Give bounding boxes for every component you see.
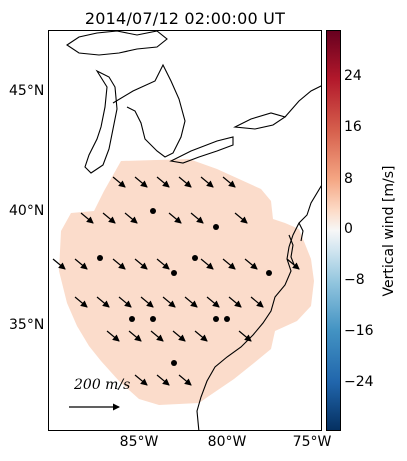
- scale-label: 200 m/s: [74, 377, 131, 393]
- analysis-field: [59, 159, 314, 405]
- arrow-southeast-icon: [238, 330, 252, 342]
- arrow-southeast-icon: [112, 258, 126, 270]
- arrow-southeast-icon: [200, 176, 214, 188]
- arrow-southeast-icon: [222, 258, 236, 270]
- colorbar-tick: 0: [344, 221, 353, 237]
- map-canvas: [52, 31, 321, 430]
- arrow-southeast-icon: [162, 296, 176, 308]
- arrow-southeast-icon: [140, 296, 154, 308]
- station-dot-icon: [150, 316, 156, 322]
- arrow-southeast-icon: [190, 212, 204, 224]
- arrow-southeast-icon: [194, 330, 208, 342]
- arrow-southeast-icon: [178, 374, 192, 386]
- lat-label-45n: 45°N: [9, 83, 45, 99]
- wind-vector-field: [52, 176, 300, 386]
- coastlines: [66, 31, 321, 430]
- arrow-southeast-icon: [156, 258, 170, 270]
- arrow-southeast-icon: [156, 374, 170, 386]
- arrow-southeast-icon: [206, 296, 220, 308]
- arrow-southeast-icon: [134, 176, 148, 188]
- arrow-southeast-icon: [178, 176, 192, 188]
- arrow-southeast-icon: [234, 212, 248, 224]
- arrow-southeast-icon: [244, 258, 258, 270]
- station-dot-icon: [97, 255, 103, 261]
- arrow-southeast-icon: [228, 296, 242, 308]
- arrow-southeast-icon: [52, 258, 66, 270]
- arrow-southeast-icon: [156, 176, 170, 188]
- colorbar-tick: −8: [344, 272, 365, 288]
- arrow-southeast-icon: [74, 258, 88, 270]
- colorbar-label: Vertical wind [m/s]: [381, 165, 397, 297]
- arrow-southeast-icon: [150, 330, 164, 342]
- station-dot-icon: [171, 270, 177, 276]
- map-panel[interactable]: [48, 30, 322, 431]
- colorbar-tick: 24: [344, 68, 362, 84]
- colorbar-tick: −24: [344, 374, 374, 390]
- arrow-southeast-icon: [128, 330, 142, 342]
- colorbar-tick: 16: [344, 119, 362, 135]
- station-dot-icon: [213, 316, 219, 322]
- arrow-southeast-icon: [106, 330, 120, 342]
- station-dot-icon: [266, 270, 272, 276]
- station-markers: [97, 208, 272, 366]
- arrow-southeast-icon: [124, 212, 138, 224]
- station-dot-icon: [213, 224, 219, 230]
- arrow-southeast-icon: [102, 212, 116, 224]
- arrow-southeast-icon: [286, 258, 300, 270]
- lat-label-35n: 35°N: [9, 317, 45, 333]
- station-dot-icon: [192, 255, 198, 261]
- lon-label-80w: 80°W: [207, 434, 247, 450]
- arrow-southeast-icon: [200, 258, 214, 270]
- arrow-southeast-icon: [172, 330, 186, 342]
- colorbar: [326, 30, 341, 431]
- station-dot-icon: [150, 208, 156, 214]
- arrow-southeast-icon: [74, 296, 88, 308]
- lon-label-75w: 75°W: [292, 434, 332, 450]
- arrow-southeast-icon: [96, 296, 110, 308]
- lon-label-85w: 85°W: [119, 434, 159, 450]
- arrow-southeast-icon: [250, 296, 264, 308]
- colorbar-tick: 8: [344, 171, 353, 187]
- map-title: 2014/07/12 02:00:00 UT: [84, 9, 286, 28]
- colorbar-tick: −16: [344, 323, 374, 339]
- arrow-southeast-icon: [184, 296, 198, 308]
- arrow-southeast-icon: [134, 374, 148, 386]
- station-dot-icon: [171, 360, 177, 366]
- arrow-southeast-icon: [80, 212, 94, 224]
- arrow-southeast-icon: [112, 176, 126, 188]
- station-dot-icon: [224, 316, 230, 322]
- arrow-southeast-icon: [118, 296, 132, 308]
- arrow-southeast-icon: [168, 212, 182, 224]
- arrow-southeast-icon: [222, 176, 236, 188]
- arrow-southeast-icon: [134, 258, 148, 270]
- station-dot-icon: [129, 316, 135, 322]
- lat-label-40n: 40°N: [9, 203, 45, 219]
